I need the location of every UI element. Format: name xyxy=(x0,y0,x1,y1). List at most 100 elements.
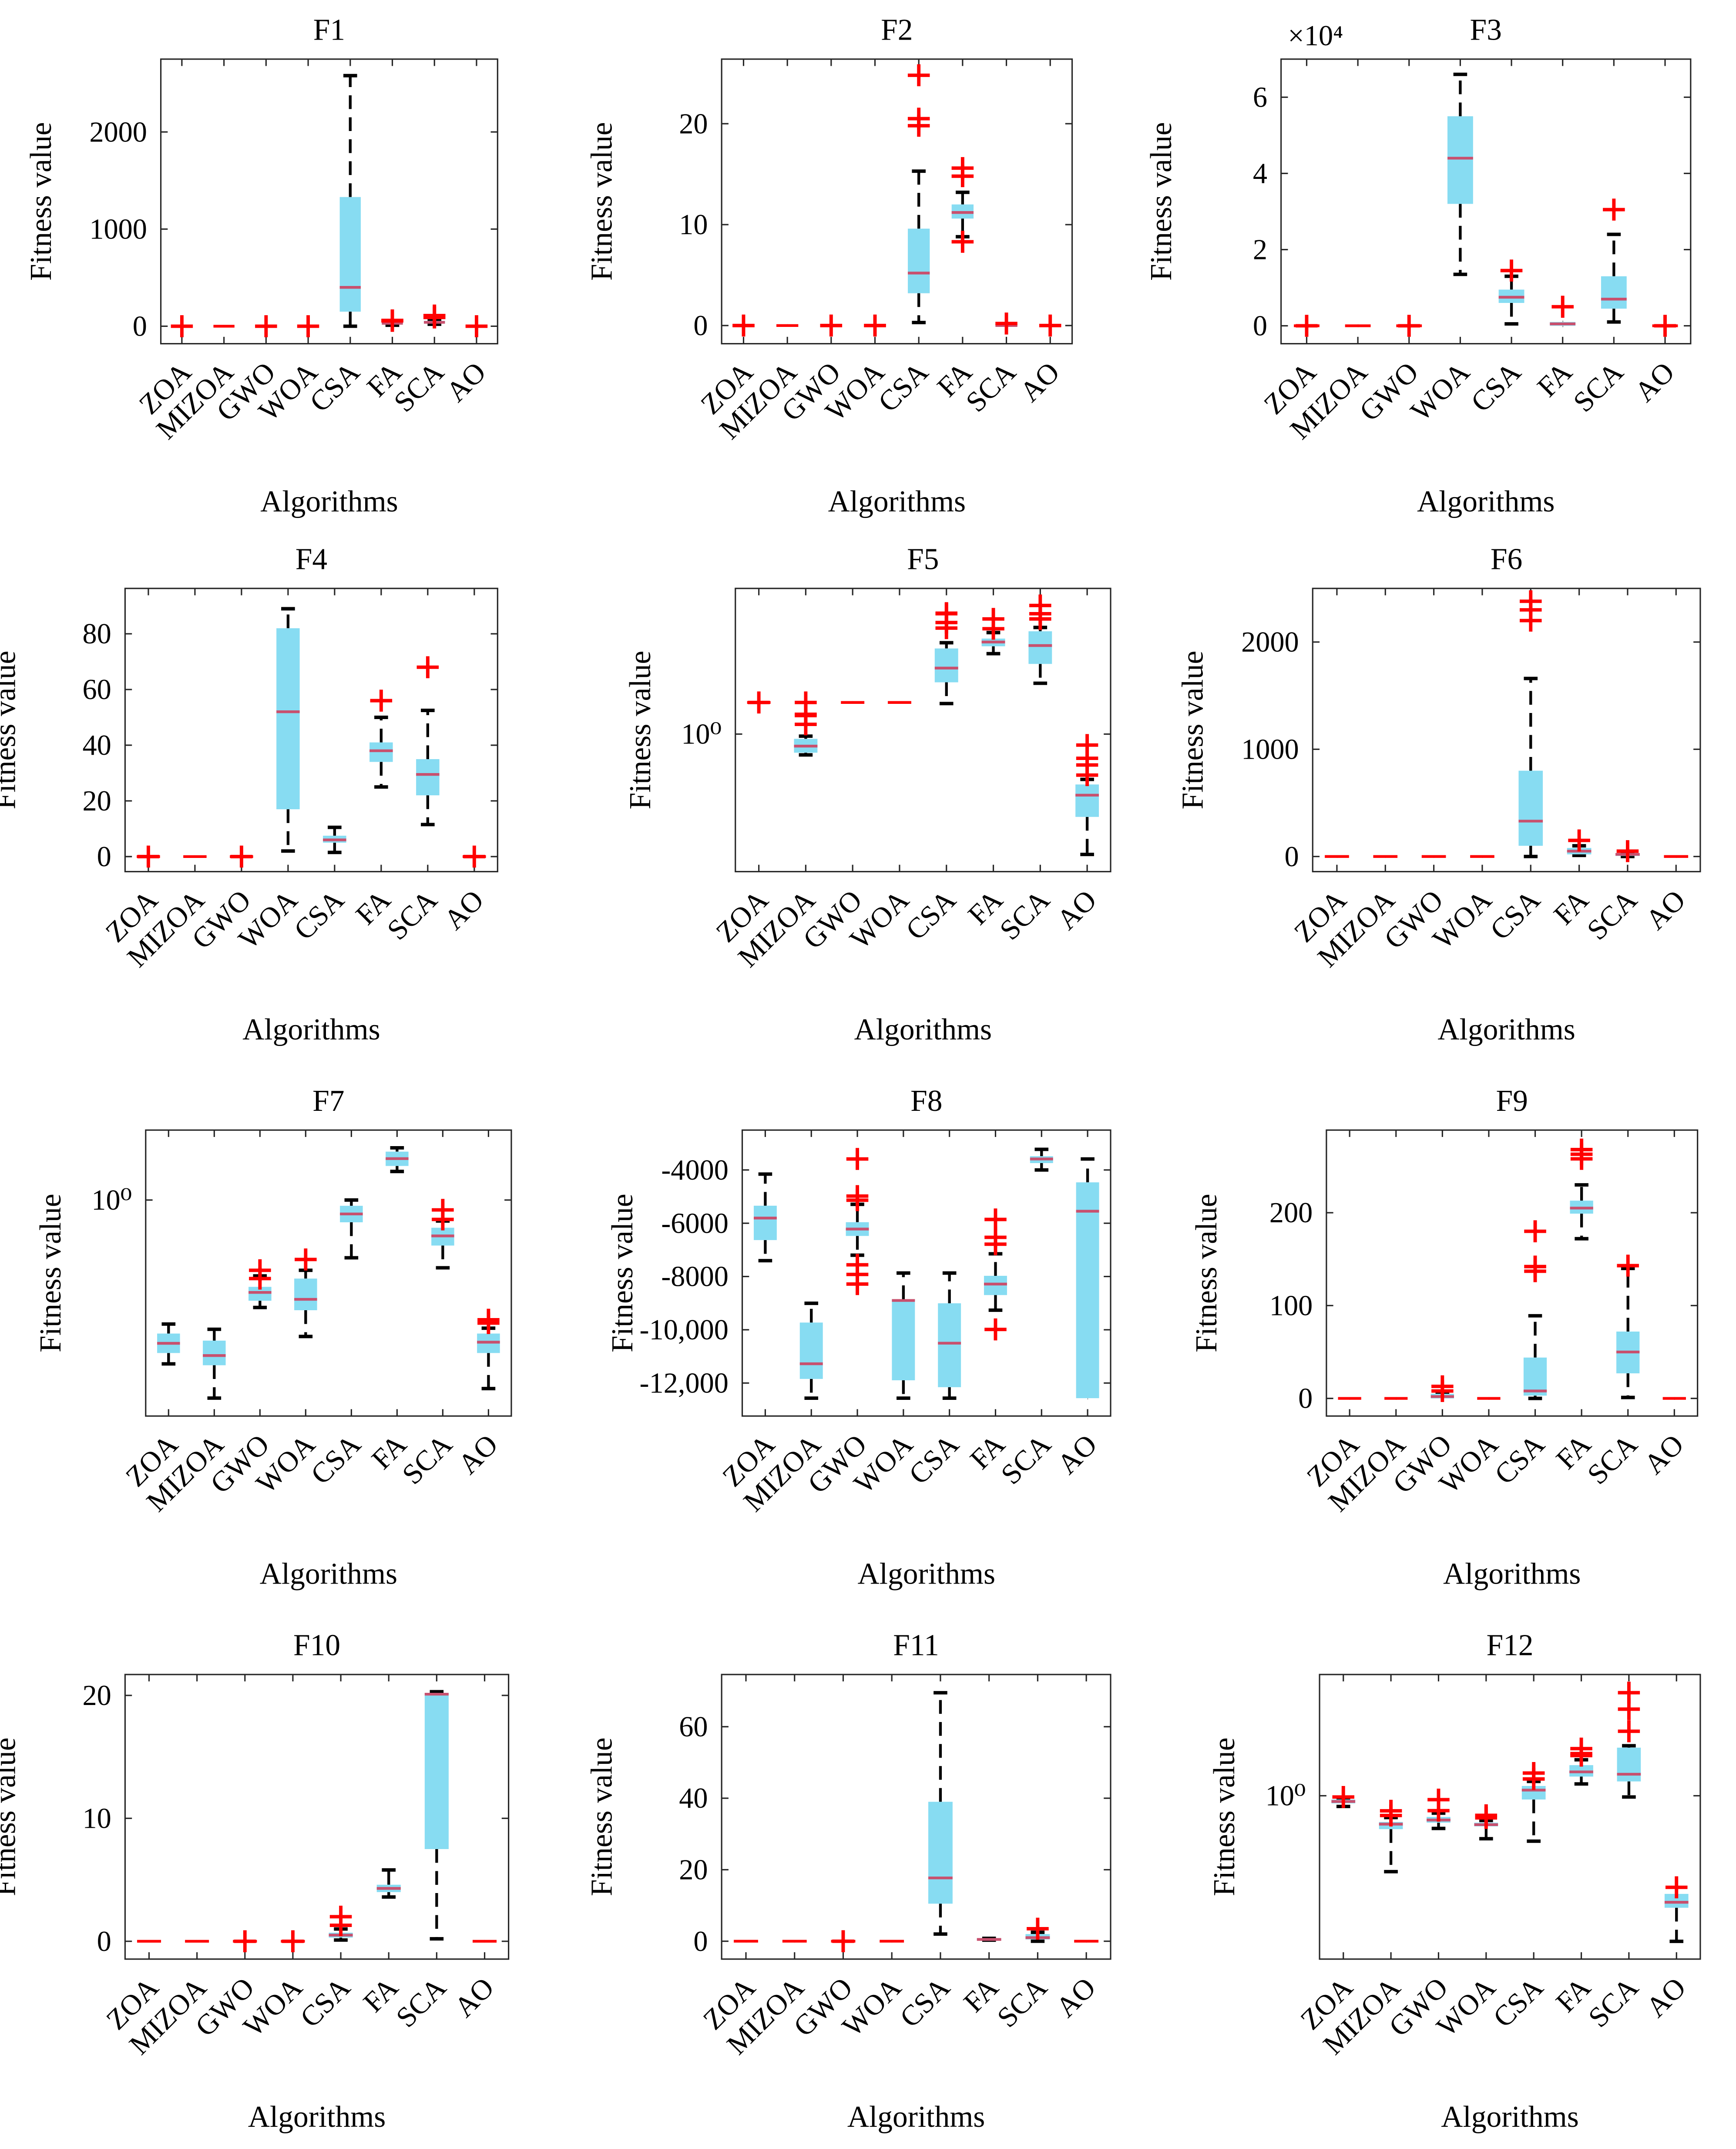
box-iqr xyxy=(799,1322,823,1379)
y-tick-label: 10⁰ xyxy=(681,719,722,750)
x-tick-label: CSA xyxy=(294,1971,356,2034)
plot-area xyxy=(160,58,498,345)
x-tick-label: WOA xyxy=(1405,356,1476,427)
outlier-marker xyxy=(1039,314,1061,337)
box-iqr xyxy=(938,1303,961,1387)
plot-area xyxy=(1280,58,1692,345)
outlier-marker xyxy=(171,315,193,337)
plot-area xyxy=(1319,1674,1701,1960)
box-mizoa xyxy=(203,1327,226,1400)
box-ao xyxy=(1076,1157,1099,1399)
outlier-marker xyxy=(282,1930,304,1953)
box-mizoa xyxy=(1379,1799,1403,1873)
plot-area xyxy=(721,58,1073,345)
outlier-marker xyxy=(1618,1682,1640,1704)
box-sca xyxy=(416,656,440,827)
outlier-marker xyxy=(234,1930,256,1953)
y-axis-label: Fitness value xyxy=(0,1737,22,1896)
x-tick-label: AO xyxy=(452,1429,504,1480)
y-tick-label: 0 xyxy=(133,311,147,343)
outlier-marker xyxy=(820,314,843,337)
plot-area xyxy=(124,588,498,873)
plot-area xyxy=(721,1674,1111,1960)
x-axis-label: Algorithms xyxy=(858,1557,995,1591)
box-iqr xyxy=(294,1278,317,1311)
x-tick-label: SCA xyxy=(388,356,450,418)
outlier-marker xyxy=(1296,315,1318,337)
x-tick-label: AO xyxy=(440,356,492,408)
outlier-marker xyxy=(249,1259,271,1281)
y-tick-label: 6 xyxy=(1253,81,1267,113)
x-axis-label: Algorithms xyxy=(260,1557,397,1591)
box-woa xyxy=(864,314,886,337)
y-axis-label: Fitness value xyxy=(1176,651,1210,810)
outlier-marker xyxy=(1427,1789,1450,1811)
y-tick-label: 60 xyxy=(83,674,111,706)
x-axis-label: Algorithms xyxy=(854,1013,992,1046)
panel-f9: 0100200ZOAMIZOAGWOWOACSAFASCAAOF9Algorit… xyxy=(1190,1084,1699,1591)
x-tick-label: CSA xyxy=(903,1429,965,1491)
y-tick-label: 0 xyxy=(1253,310,1267,342)
x-tick-label: CSA xyxy=(1465,356,1527,418)
panel-title: F7 xyxy=(312,1084,344,1118)
y-tick-label: 0 xyxy=(1298,1383,1313,1415)
outlier-marker xyxy=(1618,1720,1640,1742)
box-csa xyxy=(934,602,958,706)
box-iqr xyxy=(1617,1747,1641,1782)
y-tick-label: 1000 xyxy=(89,213,147,245)
x-tick-label: SCA xyxy=(995,1429,1057,1491)
x-tick-label: SCA xyxy=(381,884,443,946)
x-tick-label: SCA xyxy=(1581,884,1643,946)
x-tick-label: CSA xyxy=(900,884,962,946)
box-mizoa xyxy=(799,1302,823,1400)
outlier-marker xyxy=(1027,1917,1049,1940)
outlier-marker xyxy=(1665,1876,1688,1899)
outlier-marker xyxy=(846,1273,869,1295)
panel-f1: 010002000ZOAMIZOAGWOWOACSAFASCAAOF1Algor… xyxy=(24,13,498,518)
box-fa xyxy=(1550,296,1576,326)
box-sca xyxy=(1601,198,1627,324)
x-tick-label: AO xyxy=(1629,356,1681,408)
panel-title: F2 xyxy=(881,13,913,47)
box-sca xyxy=(1616,1254,1640,1399)
box-woa xyxy=(276,607,300,853)
x-tick-label: CSA xyxy=(288,884,350,946)
box-fa xyxy=(376,1868,401,1899)
box-sca xyxy=(995,312,1017,335)
panel-f2: 01020ZOAMIZOAGWOWOACSAFASCAAOF2Algorithm… xyxy=(585,13,1073,518)
x-tick-label: AO xyxy=(438,884,490,936)
outlier-marker xyxy=(846,1148,869,1170)
outlier-marker xyxy=(1076,734,1098,756)
x-axis-label: Algorithms xyxy=(1417,485,1555,518)
x-tick-label: AO xyxy=(1640,884,1692,936)
x-tick-label: CSA xyxy=(305,1429,367,1491)
x-tick-label: CSA xyxy=(1487,1971,1549,2034)
box-iqr xyxy=(908,229,930,293)
outlier-marker xyxy=(748,691,770,714)
x-tick-label: CSA xyxy=(1489,1429,1551,1491)
box-iqr xyxy=(753,1205,777,1240)
box-zoa xyxy=(747,691,771,714)
box-fa xyxy=(1570,1138,1593,1241)
y-tick-label: -8000 xyxy=(661,1261,729,1293)
x-tick-label: SCA xyxy=(960,356,1022,418)
outlier-marker xyxy=(432,1199,454,1221)
box-gwo xyxy=(820,314,843,337)
y-tick-label: 0 xyxy=(693,310,708,342)
outlier-marker xyxy=(1029,594,1051,617)
box-woa xyxy=(1474,1804,1498,1841)
x-tick-label: CSA xyxy=(872,356,934,418)
panel-title: F1 xyxy=(313,13,345,47)
outlier-marker xyxy=(370,689,393,712)
box-iqr xyxy=(276,628,300,810)
box-iqr xyxy=(369,742,393,762)
outlier-marker xyxy=(1431,1375,1454,1398)
outlier-marker xyxy=(463,845,486,868)
box-fa xyxy=(977,1937,1001,1942)
y-axis-label: Fitness value xyxy=(1190,1194,1223,1352)
box-sca xyxy=(423,304,446,329)
box-iqr xyxy=(203,1340,226,1365)
panel-title: F3 xyxy=(1470,13,1502,47)
x-tick-label: AO xyxy=(1051,884,1103,936)
